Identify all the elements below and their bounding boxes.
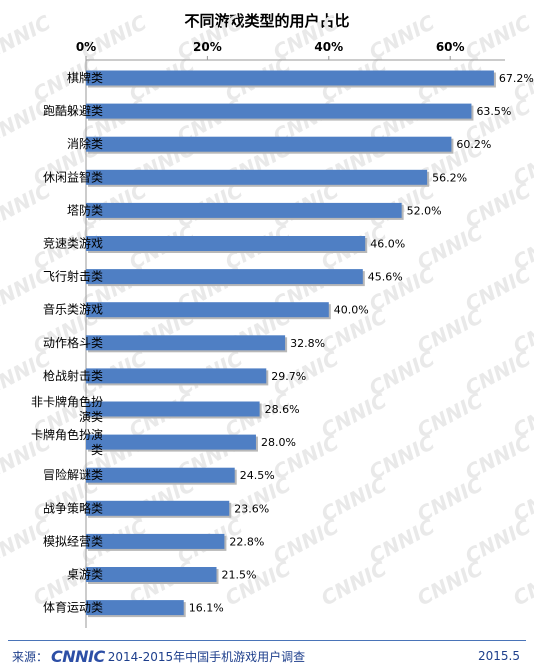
bar-value-label: 21.5% xyxy=(222,569,257,582)
category-label: 卡牌角色扮演类 xyxy=(31,427,103,457)
footer-source-prefix: 来源： xyxy=(12,649,49,664)
bar-value-label: 23.6% xyxy=(234,502,269,515)
watermark-text: CNNIC xyxy=(0,178,55,232)
watermark-text: CNNIC xyxy=(0,94,55,148)
bar-value-label: 22.8% xyxy=(229,535,264,548)
cnnic-logo: CNNIC xyxy=(51,646,105,666)
bar-value-label: 60.2% xyxy=(456,138,491,151)
watermark-text: CNNIC xyxy=(0,10,55,64)
x-tick-label: 20% xyxy=(193,40,222,54)
bar-value-label: 56.2% xyxy=(432,171,467,184)
category-label: 跑酷躲避类 xyxy=(43,103,103,118)
bar-value-label: 16.1% xyxy=(189,602,224,615)
x-tick-label: 60% xyxy=(436,40,465,54)
bar-value-label: 32.8% xyxy=(290,337,325,350)
footer-source-text: 2014-2015年中国手机游戏用户调查 xyxy=(107,649,306,664)
footer-date: 2015.5 xyxy=(478,649,520,663)
bar-value-label: 28.0% xyxy=(261,436,296,449)
bar xyxy=(86,302,329,318)
category-label: 战争策略类 xyxy=(43,500,103,515)
category-label: 体育运动类 xyxy=(43,600,103,615)
category-label: 棋牌类 xyxy=(67,71,103,85)
bar-value-label: 45.6% xyxy=(368,271,403,284)
bar xyxy=(86,136,452,152)
bar-value-label: 28.6% xyxy=(265,403,300,416)
bar xyxy=(86,169,428,185)
bar xyxy=(86,236,366,251)
footer-divider xyxy=(8,640,526,641)
watermark-text: CNNIC xyxy=(413,556,487,610)
watermark-text: CNNIC xyxy=(509,556,534,610)
category-label: 冒险解谜类 xyxy=(43,467,103,482)
category-label: 动作格斗类 xyxy=(43,335,103,350)
bar xyxy=(86,434,256,450)
bar xyxy=(86,467,235,483)
category-label: 竞速类游戏 xyxy=(43,237,103,251)
bar-value-label: 63.5% xyxy=(476,105,511,118)
bar xyxy=(86,401,260,417)
x-tick-label: 0% xyxy=(76,40,96,54)
x-axis: 0% 20% 40% 60% xyxy=(76,40,505,628)
category-label: 音乐类游戏 xyxy=(43,302,103,317)
bar xyxy=(86,600,184,616)
chart-title: 不同游戏类型的用户占比 xyxy=(184,12,350,30)
category-label: 飞行射击类 xyxy=(43,269,103,284)
x-tick-label: 40% xyxy=(314,40,343,54)
bar xyxy=(86,202,402,218)
watermark-text: CNNIC xyxy=(221,556,295,610)
category-label: 模拟经营类 xyxy=(43,534,103,548)
category-label: 塔防类 xyxy=(67,202,103,217)
bar xyxy=(86,500,230,516)
bar-value-label: 24.5% xyxy=(240,469,275,482)
bar xyxy=(86,567,217,582)
watermark-text: CNNIC xyxy=(317,556,391,610)
bar xyxy=(86,70,494,86)
bar xyxy=(86,335,286,351)
bar xyxy=(86,103,472,119)
bar-value-label: 67.2% xyxy=(499,72,534,85)
bars: 67.2% 棋牌类 63.5% 跑酷躲避类 60.2% 消除类 56.2% 休闲益智类 52.0… xyxy=(31,70,534,618)
bar-value-label: 40.0% xyxy=(334,304,369,317)
footer: 来源： CNNIC 2014-2015年中国手机游戏用户调查 2015.5 xyxy=(12,646,520,666)
category-label: 休闲益智类 xyxy=(43,169,103,184)
category-label: 桌游类 xyxy=(67,568,103,582)
bar xyxy=(86,368,267,384)
category-label: 消除类 xyxy=(67,136,103,151)
bar xyxy=(86,269,363,285)
category-label: 枪战射击类 xyxy=(43,368,103,383)
bar-value-label: 46.0% xyxy=(370,238,405,251)
category-label: 非卡牌角色扮演类 xyxy=(31,395,103,424)
bar-value-label: 52.0% xyxy=(407,204,442,217)
bar-value-label: 29.7% xyxy=(271,370,306,383)
bar xyxy=(86,533,225,549)
